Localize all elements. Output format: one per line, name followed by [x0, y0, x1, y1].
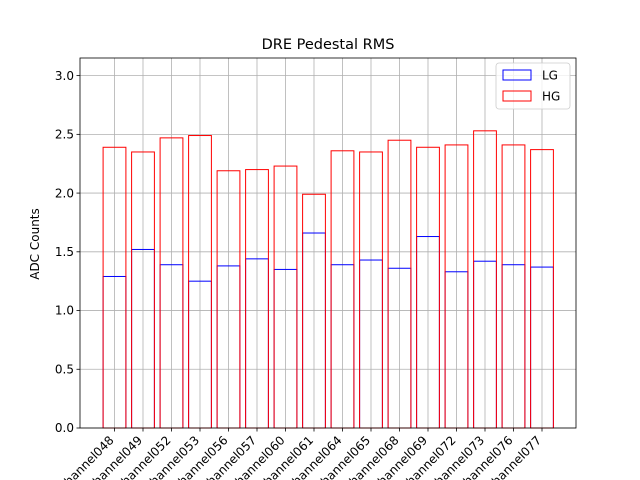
y-axis-label: ADC Counts [28, 208, 42, 280]
grid-lines [80, 58, 576, 429]
y-tick-label: 3.0 [55, 69, 74, 83]
y-tick-label: 2.0 [55, 186, 74, 200]
y-tick-label: 2.5 [55, 128, 74, 142]
legend-swatch-lg [502, 69, 532, 81]
y-tick-label: 0.0 [55, 421, 74, 435]
legend-label-lg: LG [542, 69, 558, 83]
chart-title: DRE Pedestal RMS [262, 37, 395, 53]
legend: LG HG [495, 62, 571, 110]
y-tick-label: 1.0 [55, 304, 74, 318]
legend-label-hg: HG [542, 90, 560, 104]
plot-frame [79, 57, 577, 429]
y-tick-label: 0.5 [55, 362, 74, 376]
legend-box [495, 62, 571, 110]
y-tick-label: 1.5 [55, 245, 74, 259]
legend-swatch-hg [502, 90, 532, 102]
